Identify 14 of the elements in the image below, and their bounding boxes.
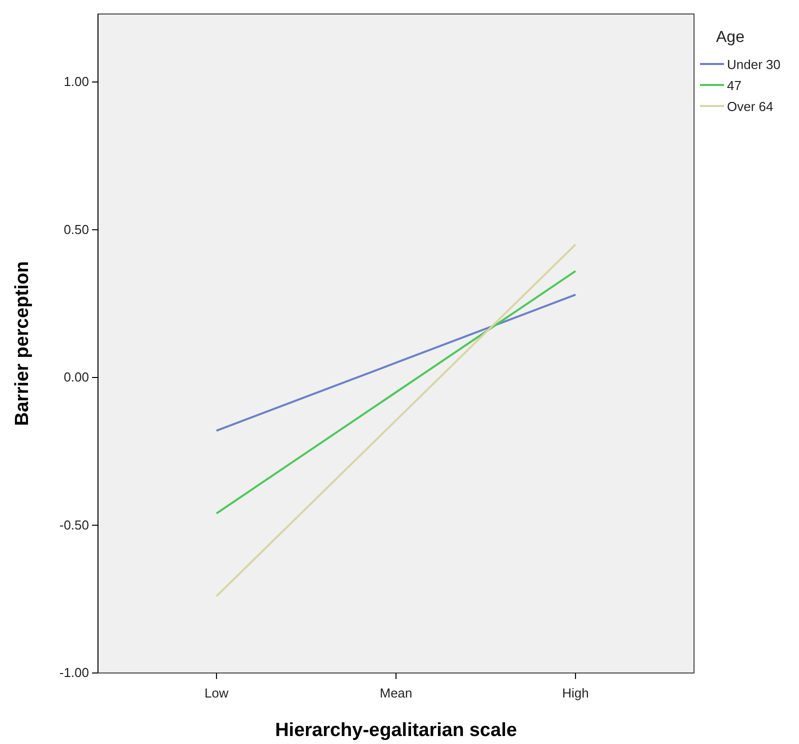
legend-label: Under 30: [727, 57, 780, 72]
legend-label: 47: [727, 78, 742, 93]
x-tick-label: Low: [204, 686, 230, 701]
y-tick-label: 1.00: [64, 74, 89, 90]
x-axis-title: Hierarchy-egalitarian scale: [275, 720, 517, 741]
y-axis-title: Barrier perception: [12, 261, 33, 426]
y-tick-label: -1.00: [59, 665, 89, 680]
y-tick-label: -0.50: [59, 517, 89, 532]
y-tick-label: 0.00: [64, 370, 89, 385]
x-tick-label: Mean: [380, 686, 412, 701]
x-tick-label: High: [562, 686, 589, 701]
legend-label: Over 64: [727, 99, 774, 114]
legend-title: Age: [716, 29, 745, 46]
y-tick-label: 0.50: [64, 222, 89, 237]
